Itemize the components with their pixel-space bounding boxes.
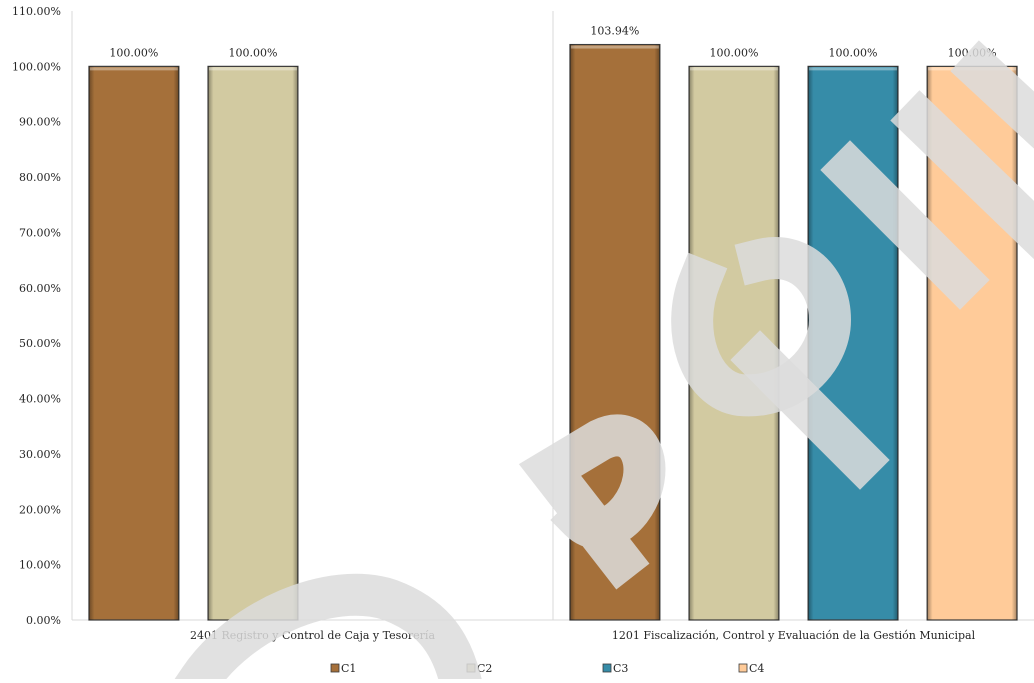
y-tick-label: 10.00% <box>19 559 61 572</box>
bar-bevel <box>88 66 179 620</box>
y-tick-label: 20.00% <box>19 503 61 516</box>
legend-label: C1 <box>341 662 356 675</box>
bar-highlight <box>209 67 297 71</box>
category-label: 1201 Fiscalización, Control y Evaluación… <box>612 629 976 642</box>
bar-highlight <box>690 67 778 71</box>
legend-label: C3 <box>613 662 628 675</box>
legend-label: C2 <box>477 662 492 675</box>
data-label: 103.94% <box>590 25 639 38</box>
data-label: 100.00% <box>829 46 878 59</box>
legend: C1 C2 C3 C4 <box>330 662 764 675</box>
data-label: 100.00% <box>709 46 758 59</box>
labels-layer: 100.00%103.94%100.00% 100.00% 100.00% 100.0… <box>109 25 996 60</box>
y-tick-label: 40.00% <box>19 393 61 406</box>
y-tick-label: 80.00% <box>19 171 61 184</box>
y-tick-label: 90.00% <box>19 116 61 129</box>
legend-label: C4 <box>749 662 764 675</box>
y-tick-label: 100.00% <box>12 60 61 73</box>
y-tick-label: 110.00% <box>12 5 61 18</box>
y-tick-label: 50.00% <box>19 337 61 350</box>
bar-highlight <box>89 67 178 71</box>
data-label: 100.00% <box>109 46 158 59</box>
y-tick-label: 0.00% <box>26 614 61 627</box>
legend-swatch-c4 <box>738 663 748 673</box>
data-label: 100.00% <box>228 46 277 59</box>
y-tick-label: 30.00% <box>19 448 61 461</box>
legend-swatch-c1 <box>330 663 340 673</box>
y-tick-label: 60.00% <box>19 282 61 295</box>
bar-highlight <box>809 67 897 71</box>
watermark <box>171 40 1034 683</box>
bar-highlight <box>570 45 659 49</box>
y-tick-label: 70.00% <box>19 226 61 239</box>
bar-bevel <box>208 66 298 620</box>
legend-swatch-c3 <box>602 663 612 673</box>
